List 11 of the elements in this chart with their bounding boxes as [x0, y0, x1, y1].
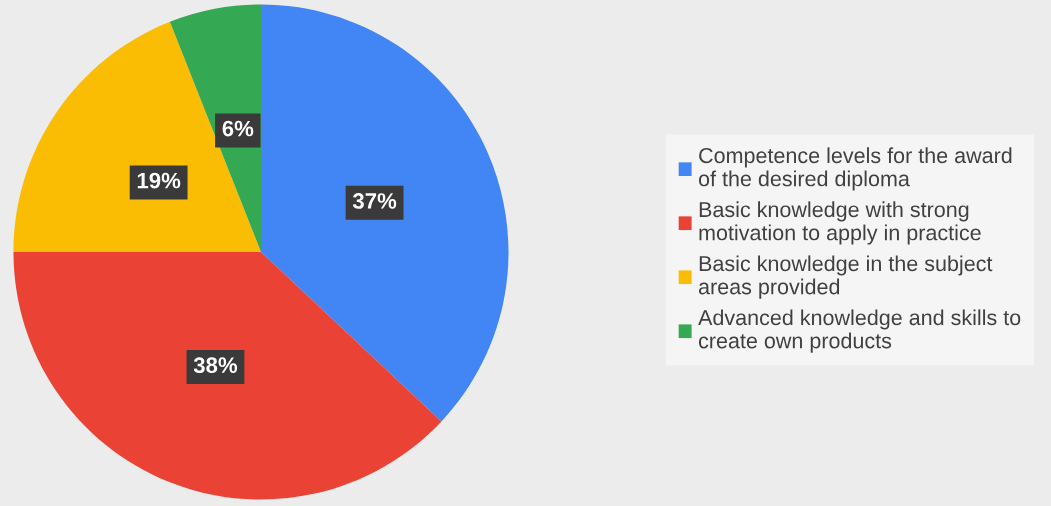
legend-label: Advanced knowledge and skills to create own products	[698, 309, 1021, 353]
pie-slice	[13, 252, 442, 500]
data-label: 6%	[222, 120, 254, 137]
data-label: 37%	[352, 193, 397, 209]
pie-slice	[261, 4, 509, 422]
data-label: 19%	[137, 172, 181, 189]
legend-label: Basic knowledge in the subject areas provided	[698, 255, 993, 299]
legend-label: Basic knowledge with strong motivation to apply in practice	[699, 201, 981, 245]
pie-slice	[13, 21, 261, 252]
data-label: 38%	[193, 357, 238, 374]
legend-label: Competence levels for the award of the desired diploma	[698, 147, 1012, 191]
